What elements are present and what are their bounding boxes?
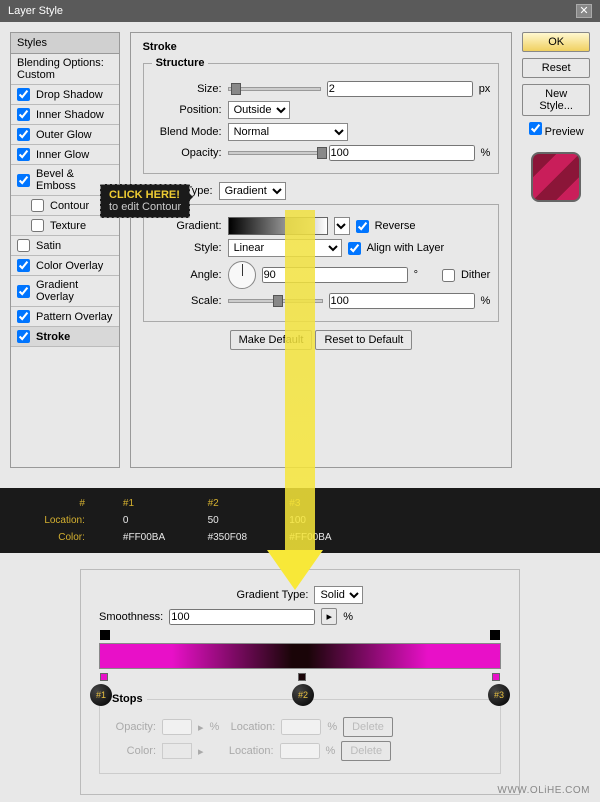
- delete-button: Delete: [341, 741, 391, 761]
- blending-options[interactable]: Blending Options: Custom: [11, 54, 119, 85]
- gradient-bar[interactable]: #1 #2 #3: [99, 643, 501, 669]
- color-stop[interactable]: [490, 670, 502, 684]
- reset-default-button[interactable]: Reset to Default: [315, 330, 412, 350]
- style-inner-shadow[interactable]: Inner Shadow: [11, 105, 119, 125]
- style-pattern-overlay[interactable]: Pattern Overlay: [11, 307, 119, 327]
- style-drop-shadow[interactable]: Drop Shadow: [11, 85, 119, 105]
- stop-badge: #1: [90, 684, 112, 706]
- stop-location-input: [280, 743, 320, 759]
- angle-label: Angle:: [152, 269, 222, 281]
- size-label: Size:: [152, 83, 222, 95]
- structure-legend: Structure: [152, 57, 209, 69]
- stroke-settings: Stroke Structure Size: px Position: Outs…: [130, 32, 513, 468]
- size-input[interactable]: [327, 81, 473, 97]
- window-title: Layer Style: [8, 5, 63, 17]
- stop-badge: #2: [292, 684, 314, 706]
- arrow-annotation: [280, 210, 320, 590]
- opacity-label: Opacity:: [152, 147, 222, 159]
- style-outer-glow[interactable]: Outer Glow: [11, 125, 119, 145]
- close-icon[interactable]: ✕: [576, 4, 592, 18]
- filltype-select[interactable]: Gradient: [219, 182, 286, 200]
- delete-button: Delete: [343, 717, 393, 737]
- style-label: Style:: [152, 242, 222, 254]
- style-checkbox[interactable]: [17, 174, 30, 187]
- smoothness-dropdown[interactable]: ▸: [321, 608, 337, 625]
- smoothness-label: Smoothness:: [99, 611, 163, 623]
- blend-label: Blend Mode:: [152, 126, 222, 138]
- smoothness-input[interactable]: [169, 609, 315, 625]
- footer-url: WWW.OLiHE.COM: [497, 785, 590, 796]
- style-checkbox[interactable]: [17, 330, 30, 343]
- gradient-dropdown[interactable]: [334, 217, 350, 235]
- style-checkbox[interactable]: [17, 310, 30, 323]
- align-checkbox[interactable]: [348, 242, 361, 255]
- stop-badge: #3: [488, 684, 510, 706]
- style-checkbox[interactable]: [31, 219, 44, 232]
- opacity-stop[interactable]: [490, 630, 500, 640]
- style-checkbox[interactable]: [17, 108, 30, 121]
- stroke-title: Stroke: [143, 41, 500, 53]
- opacity-stop[interactable]: [100, 630, 110, 640]
- scale-label: Scale:: [152, 295, 222, 307]
- reverse-checkbox[interactable]: [356, 220, 369, 233]
- style-satin[interactable]: Satin: [11, 236, 119, 256]
- style-checkbox[interactable]: [31, 199, 44, 212]
- reset-button[interactable]: Reset: [522, 58, 590, 78]
- opacity-input[interactable]: [329, 145, 475, 161]
- style-checkbox[interactable]: [17, 239, 30, 252]
- preview-thumbnail: [531, 152, 581, 202]
- styles-list: Styles Blending Options: Custom Drop Sha…: [10, 32, 120, 468]
- tooltip-callout: CLICK HERE! to edit Contour: [100, 184, 190, 218]
- style-texture[interactable]: Texture: [11, 216, 119, 236]
- dither-checkbox[interactable]: [442, 269, 455, 282]
- new-style-button[interactable]: New Style...: [522, 84, 590, 116]
- style-gradient-overlay[interactable]: Gradient Overlay: [11, 276, 119, 307]
- scale-input[interactable]: [329, 293, 475, 309]
- style-checkbox[interactable]: [17, 128, 30, 141]
- style-color-overlay[interactable]: Color Overlay: [11, 256, 119, 276]
- style-checkbox[interactable]: [17, 259, 30, 272]
- position-select[interactable]: Outside: [228, 101, 290, 119]
- preview-checkbox[interactable]: [529, 122, 542, 135]
- color-stop[interactable]: [296, 670, 308, 684]
- ok-button[interactable]: OK: [522, 32, 590, 52]
- gradient-label: Gradient:: [152, 220, 222, 232]
- style-checkbox[interactable]: [17, 148, 30, 161]
- style-checkbox[interactable]: [17, 88, 30, 101]
- style-stroke[interactable]: Stroke: [11, 327, 119, 347]
- stop-location-input: [281, 719, 321, 735]
- stop-opacity-input: [162, 719, 192, 735]
- color-stop[interactable]: [98, 670, 110, 684]
- blend-select[interactable]: Normal: [228, 123, 348, 141]
- gradient-type-label: Gradient Type:: [237, 589, 309, 601]
- style-inner-glow[interactable]: Inner Glow: [11, 145, 119, 165]
- stop-color-swatch: [162, 743, 192, 759]
- size-slider[interactable]: [228, 87, 321, 91]
- opacity-slider[interactable]: [228, 151, 323, 155]
- style-checkbox[interactable]: [17, 285, 30, 298]
- angle-dial[interactable]: [228, 261, 256, 289]
- styles-header[interactable]: Styles: [11, 33, 119, 54]
- position-label: Position:: [152, 104, 222, 116]
- gradient-editor: Gradient Type: Solid Smoothness: ▸ % #1 …: [80, 569, 520, 795]
